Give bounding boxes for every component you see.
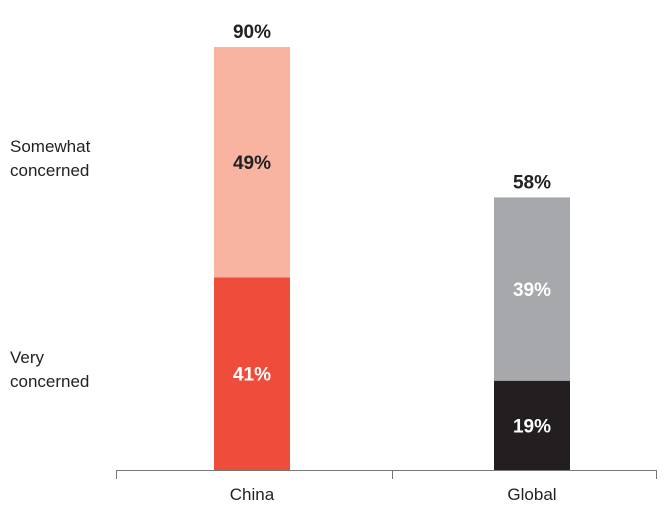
- legend-very-concerned: Very concerned: [10, 348, 89, 391]
- label-global-very-concerned: 19%: [513, 416, 551, 437]
- bar-global-very-concerned: [494, 380, 570, 470]
- legend-somewhat-line-2: concerned: [10, 161, 89, 180]
- category-label-global: Global: [507, 485, 556, 504]
- bar-china-somewhat-concerned: [214, 47, 290, 278]
- legend: Somewhat concerned Very concerned: [10, 137, 95, 391]
- bars: [214, 47, 570, 470]
- legend-very-line-1: Very: [10, 348, 45, 367]
- label-china-somewhat-concerned: 49%: [233, 153, 271, 174]
- legend-somewhat-concerned: Somewhat concerned: [10, 137, 95, 180]
- bar-labels: 41% 49% 90% 19% 39% 58%: [233, 22, 551, 437]
- label-global-somewhat-concerned: 39%: [513, 280, 551, 301]
- category-label-china: China: [230, 485, 275, 504]
- bar-global-somewhat-concerned: [494, 197, 570, 381]
- bar-china-very-concerned: [214, 277, 290, 470]
- legend-very-line-2: concerned: [10, 372, 89, 391]
- total-label-global: 58%: [513, 172, 551, 193]
- legend-somewhat-line-1: Somewhat: [10, 137, 91, 156]
- label-china-very-concerned: 41%: [233, 365, 271, 386]
- x-axis: China Global: [116, 470, 657, 504]
- total-label-china: 90%: [233, 22, 271, 43]
